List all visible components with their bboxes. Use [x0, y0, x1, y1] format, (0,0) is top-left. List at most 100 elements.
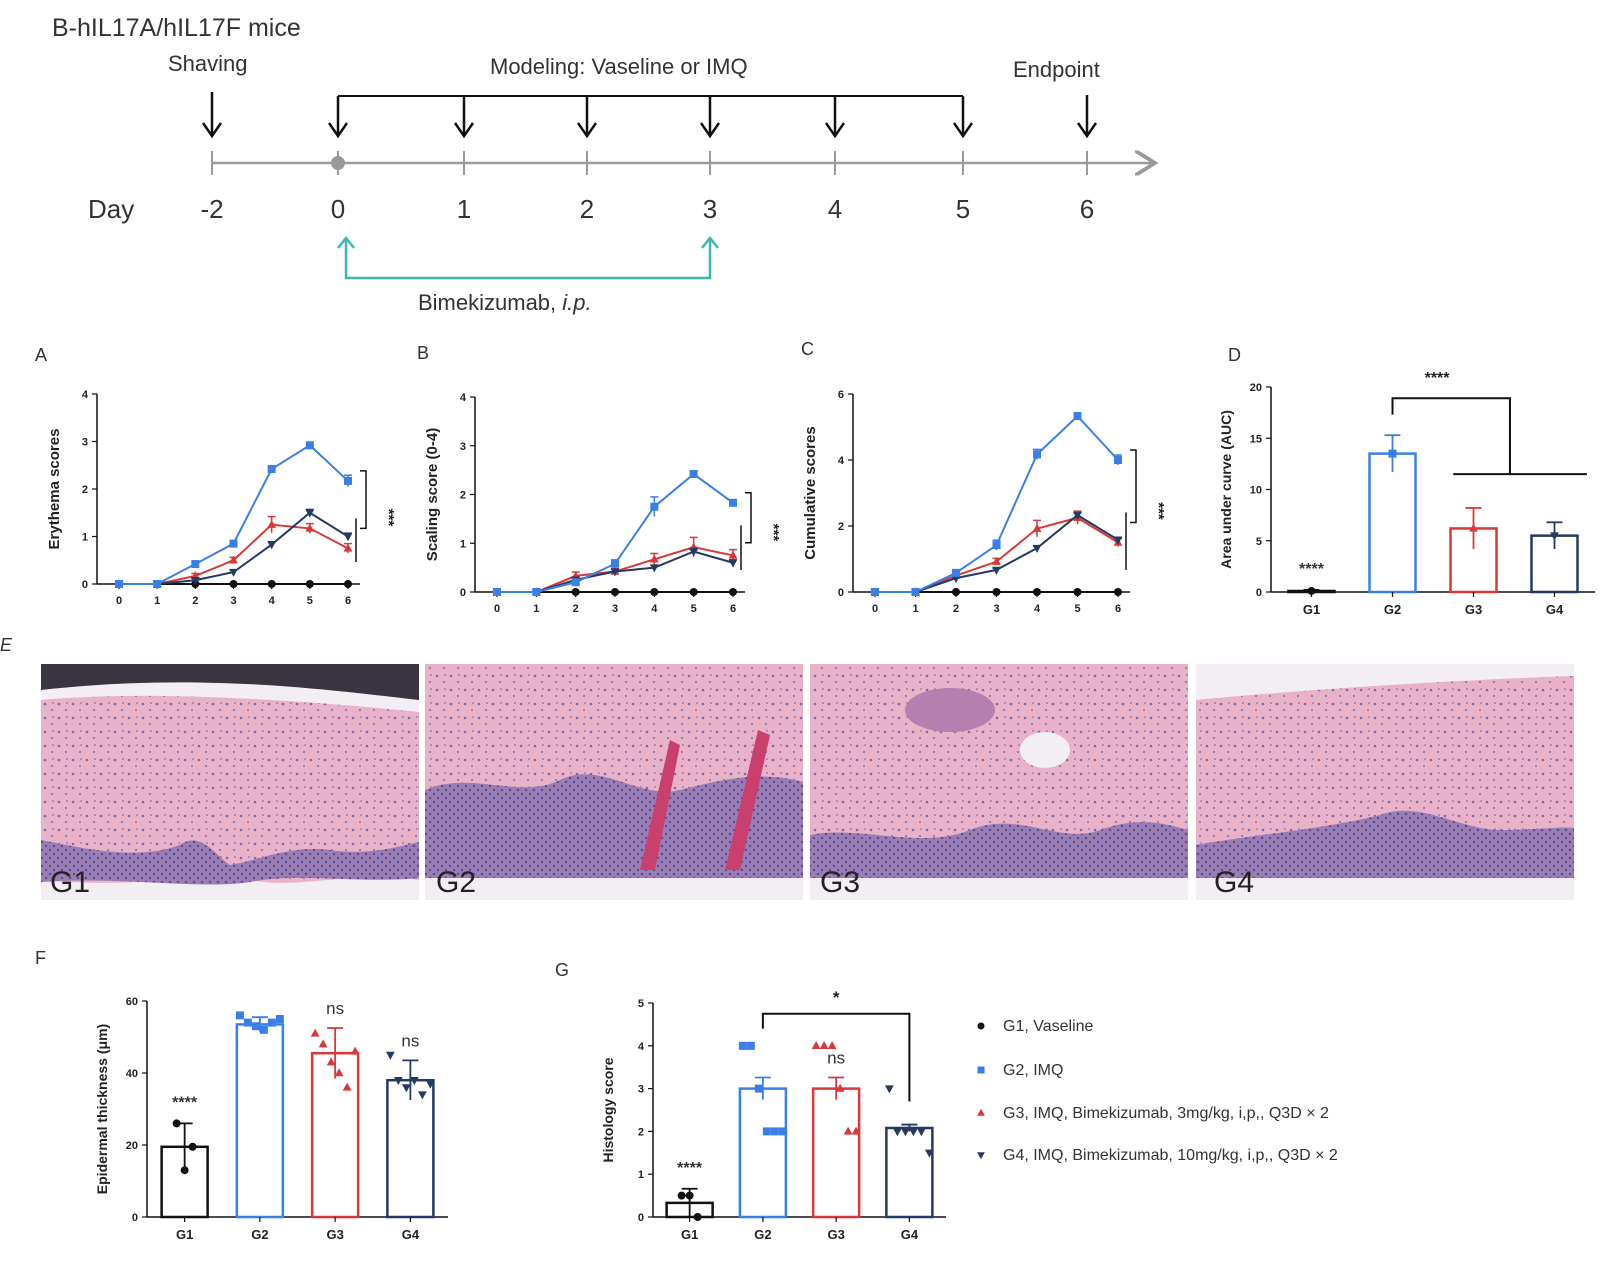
y-axis-label: Epidermal thickness (μm) — [94, 1024, 110, 1194]
data-point-g2 — [532, 588, 541, 596]
data-point-g2 — [871, 588, 879, 596]
bar-g2 — [1368, 452, 1417, 594]
panel-label-a: A — [35, 345, 47, 365]
significance-bracket — [360, 470, 367, 530]
y-axis-label: Area under curve (AUC) — [1218, 410, 1234, 569]
data-point-g2 — [611, 559, 619, 568]
data-point-g2 — [650, 502, 659, 511]
significance-label-g4: ns — [401, 1031, 419, 1050]
data-point-g2 — [493, 588, 501, 596]
y-tick-label: 0 — [638, 1212, 644, 1224]
data-point-g2 — [235, 1011, 244, 1020]
data-point-g2 — [267, 465, 276, 474]
data-point-g3 — [992, 556, 1001, 565]
x-tick-label: G3 — [1465, 602, 1482, 617]
data-point-g1 — [1073, 588, 1082, 596]
data-point-g1 — [1033, 588, 1041, 596]
data-point-g2 — [251, 1022, 260, 1031]
y-tick-label: 6 — [838, 389, 844, 401]
y-tick-label: 3 — [460, 441, 466, 453]
data-point-g4 — [417, 1091, 427, 1100]
x-tick-label: 4 — [651, 603, 658, 615]
y-tick-label: 15 — [1250, 433, 1262, 445]
significance-label: *** — [1150, 502, 1167, 520]
down-arrow-head — [453, 122, 475, 139]
y-tick-label: 0 — [1256, 587, 1262, 599]
y-tick-label: 0 — [82, 579, 88, 591]
y-tick-label: 1 — [82, 532, 88, 544]
y-tick-label: 5 — [638, 998, 644, 1010]
data-point-g1 — [305, 580, 314, 588]
data-point-g3 — [649, 554, 659, 563]
data-point-g3 — [811, 1041, 821, 1049]
data-point-g4 — [401, 1084, 411, 1093]
y-tick-label: 1 — [460, 538, 466, 550]
data-point-g3 — [1469, 523, 1478, 532]
legend-marker-3 — [977, 1108, 985, 1116]
data-point-g3 — [827, 1041, 837, 1049]
x-tick-label: 3 — [230, 595, 236, 607]
x-tick-label: 2 — [192, 595, 198, 607]
x-tick-label: G4 — [402, 1227, 420, 1242]
legend-marker-4 — [977, 1152, 985, 1160]
x-tick-label: 3 — [993, 603, 999, 615]
data-point-g2 — [770, 1127, 779, 1136]
chart-auc: 0 5 10 15 20 Area under curve (AUC) G1 **** G2 G3… — [1218, 370, 1595, 617]
comparison-label: * — [833, 988, 840, 1007]
x-tick-label: 5 — [691, 603, 697, 615]
data-point-g4 — [343, 533, 353, 542]
data-point-g2 — [992, 541, 1001, 550]
chart-scaling: 0 1 2 3 4 0 1 2 3 4 5 6 Scaling score (0-4) *** — [424, 392, 782, 615]
y-axis-label: Histology score — [600, 1057, 616, 1162]
y-tick-label: 40 — [126, 1068, 138, 1080]
data-point-g2 — [778, 1127, 787, 1136]
data-point-g4 — [267, 541, 277, 550]
x-tick-label: G4 — [901, 1227, 919, 1242]
day-number: 6 — [1080, 194, 1094, 224]
data-point-g2 — [344, 476, 352, 485]
histology-panels: G1 G2 G3 G4 — [41, 664, 1574, 900]
data-point-g3 — [267, 519, 277, 528]
legend-marker-1 — [977, 1022, 985, 1030]
x-tick-label: 2 — [953, 603, 959, 615]
day-number: 1 — [457, 194, 471, 224]
panel-label-g: G — [555, 960, 569, 980]
x-tick-label: 1 — [912, 603, 918, 615]
y-tick-label: 4 — [82, 389, 89, 401]
x-tick-label: 2 — [573, 603, 579, 615]
y-tick-label: 4 — [460, 392, 467, 404]
data-point-g4 — [190, 577, 200, 585]
down-arrow-head — [824, 122, 846, 139]
chart-histology-score: 0 1 2 3 4 5 Histology score G1 **** G2 G3 ns G4 * — [600, 988, 946, 1242]
y-tick-label: 3 — [82, 437, 88, 449]
experiment-schema: B-hIL17A/hIL17F mice Shaving Modeling: V… — [52, 14, 1155, 315]
data-point-g4 — [1073, 511, 1082, 520]
data-point-g1 — [689, 588, 698, 596]
down-arrow-head — [576, 122, 598, 139]
data-point-g4 — [908, 1128, 918, 1137]
x-tick-label: 0 — [872, 603, 878, 615]
day-number: 4 — [828, 194, 842, 224]
y-tick-label: 5 — [1256, 536, 1262, 548]
data-point-g2 — [738, 1041, 747, 1050]
data-point-g3 — [229, 555, 238, 564]
y-tick-label: 60 — [126, 996, 138, 1008]
significance-label-g3: ns — [827, 1048, 845, 1067]
x-tick-label: 0 — [116, 595, 122, 607]
data-point-g1 — [1114, 588, 1122, 596]
data-point-g1 — [693, 1213, 702, 1221]
data-point-g1 — [729, 588, 737, 596]
endpoint-label: Endpoint — [1013, 57, 1100, 82]
data-point-g4 — [393, 1077, 403, 1085]
legend-label-2: G2, IMQ — [1003, 1062, 1063, 1079]
significance-bracket — [745, 492, 752, 544]
data-point-g1 — [188, 1142, 197, 1151]
data-point-g1 — [650, 588, 659, 596]
y-tick-label: 4 — [838, 455, 845, 467]
x-tick-label: G1 — [176, 1227, 193, 1242]
x-tick-label: 4 — [1034, 603, 1041, 615]
data-point-g4 — [229, 568, 238, 577]
data-point-g2 — [267, 1018, 276, 1027]
histology-label-g2: G2 — [436, 866, 476, 899]
data-point-g4 — [924, 1149, 934, 1158]
